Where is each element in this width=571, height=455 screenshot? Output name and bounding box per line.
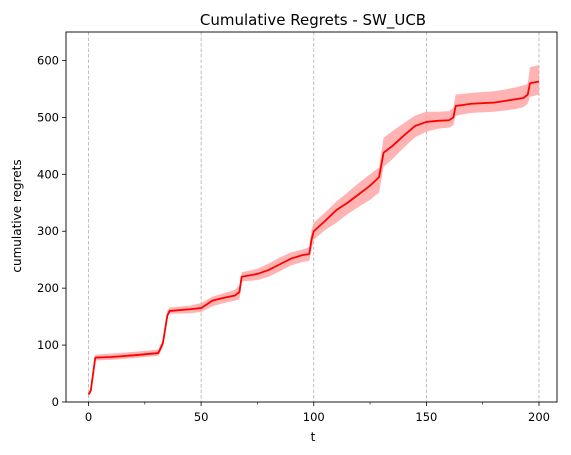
y-tick-label: 0: [52, 395, 59, 409]
x-axis-ticks: 0 50 100 150 200: [85, 402, 550, 424]
y-tick-label: 200: [37, 281, 59, 295]
x-tick-label: 100: [303, 410, 325, 424]
y-tick-label: 500: [37, 110, 59, 124]
plot-frame: [65, 31, 558, 403]
y-axis-label: cumulative regrets: [10, 159, 24, 272]
y-axis-ticks: 0 100 200 300 400 500 600: [37, 53, 66, 409]
y-tick-label: 600: [37, 53, 59, 67]
y-tick-label: 300: [37, 224, 59, 238]
x-axis-label: t: [311, 430, 316, 444]
x-tick-label: 150: [415, 410, 437, 424]
x-tick-label: 200: [528, 410, 550, 424]
mean-line: [87, 80, 540, 396]
x-tick-label: 50: [194, 410, 209, 424]
x-tick-label: 0: [85, 410, 92, 424]
mean-line-layer: [87, 80, 540, 396]
y-tick-label: 100: [37, 338, 59, 352]
y-tick-label: 400: [37, 167, 59, 181]
chart-title: Cumulative Regrets - SW_UCB: [200, 11, 426, 30]
grid: [88, 32, 540, 402]
